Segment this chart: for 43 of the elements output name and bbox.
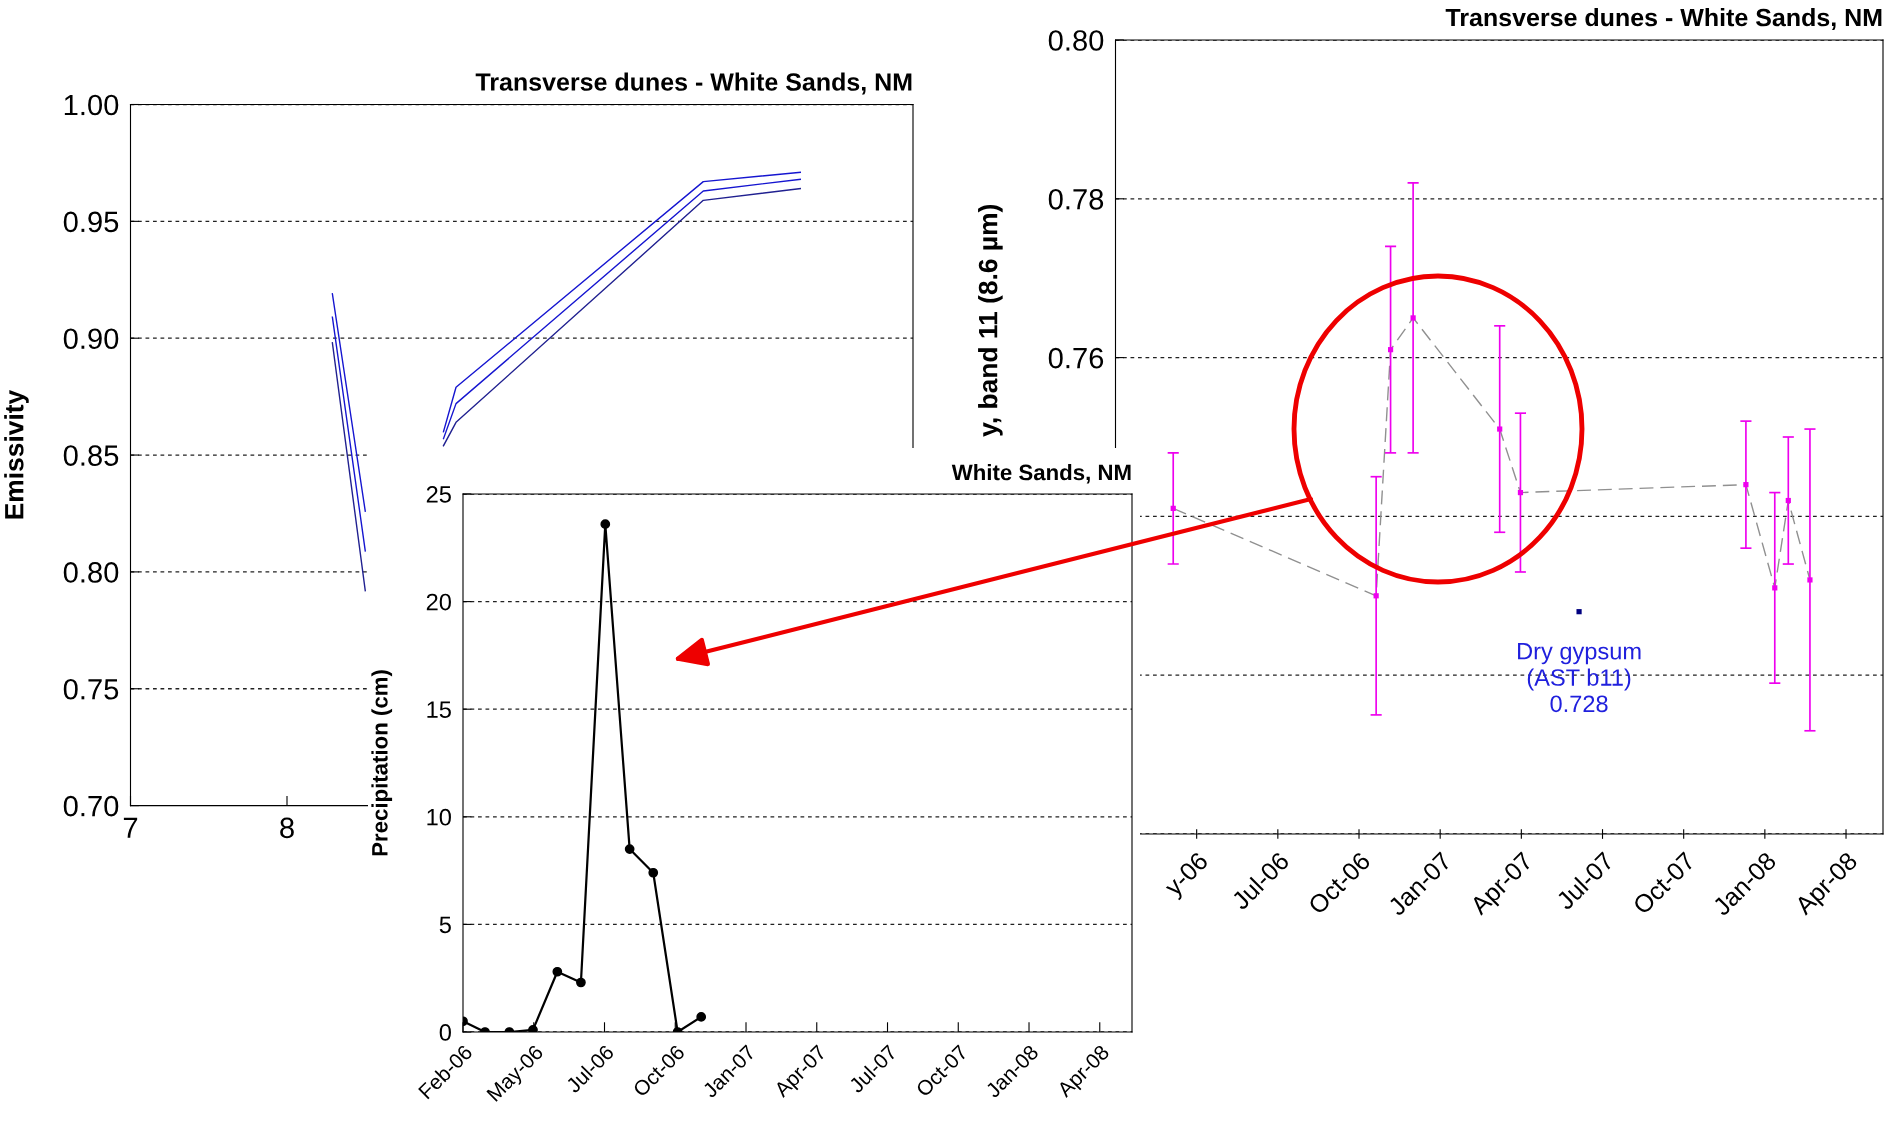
y-tick-label: 15: [427, 701, 451, 718]
y-tick-label: 0.95: [63, 211, 119, 233]
point: [1497, 426, 1503, 432]
y-tick-label: 10: [427, 808, 451, 826]
chart-title: White Sands, NM: [951, 464, 1131, 484]
y-tick-label: 0.78: [1048, 189, 1104, 210]
point: [600, 519, 611, 529]
point: [1807, 577, 1813, 583]
x-tick-label: 7: [123, 817, 138, 838]
y-axis-title: Emissivity: [4, 389, 29, 519]
y-tick-label: 0.75: [63, 678, 119, 700]
point: [1576, 609, 1582, 615]
point: [1373, 593, 1379, 599]
x-tick-label: 8: [280, 817, 294, 839]
point: [528, 1024, 538, 1032]
point: [1387, 347, 1394, 353]
point: [1785, 497, 1791, 504]
y-axis-title: Precipitation (cm): [371, 670, 393, 856]
point: [1410, 315, 1416, 321]
annotation: Dry gypsum (AST b11) 0.728: [1518, 643, 1641, 713]
point: [1772, 585, 1778, 591]
point: [576, 977, 586, 988]
point: [1517, 489, 1524, 496]
y-axis-title: y, band 11 (8.6 µm): [978, 204, 1003, 437]
y-tick-label: 0.80: [1048, 30, 1104, 51]
chart-title: Transverse dunes - White Sands, NM: [475, 72, 912, 95]
point: [624, 844, 635, 854]
y-tick-label: 0: [439, 1024, 451, 1041]
y-tick-label: 0.85: [63, 445, 119, 466]
y-tick-label: 1.00: [64, 94, 119, 116]
point: [1170, 505, 1176, 512]
y-tick-label: 5: [439, 916, 451, 934]
y-tick-label: 0.80: [63, 562, 119, 583]
y-tick-label: 0.70: [63, 795, 119, 817]
y-tick-label: 20: [426, 593, 451, 611]
y-tick-label: 0.76: [1048, 347, 1104, 369]
point: [552, 966, 563, 977]
point: [648, 867, 659, 878]
point: [1743, 482, 1749, 488]
point: [696, 1012, 707, 1022]
y-tick-label: 25: [426, 486, 451, 503]
y-tick-label: 0.90: [63, 328, 119, 350]
chart-title: Transverse dunes - White Sands, NM: [1445, 7, 1882, 30]
